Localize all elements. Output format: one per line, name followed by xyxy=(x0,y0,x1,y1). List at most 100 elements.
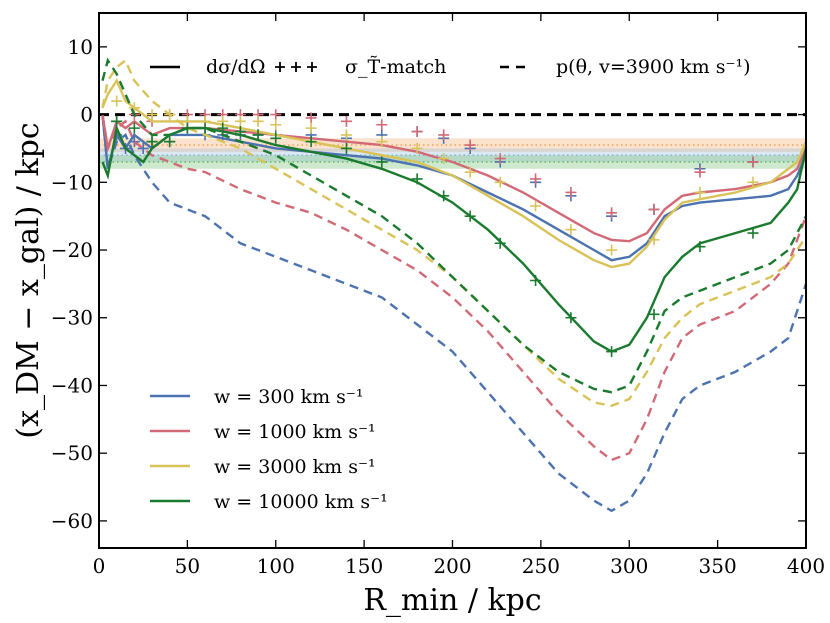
legend-plus-marker xyxy=(291,62,301,72)
plus-marker xyxy=(747,176,759,188)
plus-marker xyxy=(438,129,450,141)
plus-marker xyxy=(128,136,140,148)
plus-marker xyxy=(181,122,193,134)
plus-marker xyxy=(648,234,660,246)
plus-marker xyxy=(494,237,506,249)
plus-marker xyxy=(146,109,158,121)
plus-marker xyxy=(270,109,282,121)
plus-marker xyxy=(270,132,282,144)
plus-marker xyxy=(747,227,759,239)
y-tick-label: −10 xyxy=(51,170,93,194)
plus-marker xyxy=(411,142,423,154)
plus-marker xyxy=(606,244,618,256)
plus-marker xyxy=(464,166,476,178)
plus-marker xyxy=(146,136,158,148)
y-tick-label: 0 xyxy=(80,103,93,127)
plus-marker xyxy=(164,136,176,148)
axis-titles: R_min / kpc (x_DM − x_gal) / kpc xyxy=(11,122,542,618)
series-solid-line xyxy=(101,78,806,269)
plus-marker xyxy=(494,153,506,165)
style-legend-label: dσ/dΩ xyxy=(206,56,265,78)
plus-marker xyxy=(340,142,352,154)
x-tick-label: 0 xyxy=(93,554,106,578)
plus-marker xyxy=(111,115,123,127)
plus-marker xyxy=(606,346,618,358)
series-dashed-line xyxy=(101,114,806,513)
plus-marker xyxy=(340,115,352,127)
plus-marker xyxy=(464,139,476,151)
plus-marker xyxy=(376,156,388,168)
plus-marker xyxy=(234,115,246,127)
plus-marker xyxy=(648,203,660,215)
series-dashed-line xyxy=(101,57,806,394)
band-fill xyxy=(99,148,806,162)
plus-marker xyxy=(530,200,542,212)
y-tick-label: −50 xyxy=(51,441,93,465)
y-tick-label: −30 xyxy=(51,306,93,330)
y-axis-title: (x_DM − x_gal) / kpc xyxy=(11,122,46,438)
plus-marker xyxy=(530,173,542,185)
style-legend-label: p(θ, v=3900 km s⁻¹) xyxy=(556,56,751,78)
plus-marker xyxy=(438,153,450,165)
x-tick-label: 250 xyxy=(522,554,560,578)
x-tick-label: 150 xyxy=(345,554,383,578)
x-tick-label: 50 xyxy=(175,554,200,578)
legend-plus-marker xyxy=(307,62,317,72)
plus-marker xyxy=(411,126,423,138)
plus-marker xyxy=(747,156,759,168)
plus-marker xyxy=(438,190,450,202)
plus-marker xyxy=(217,122,229,134)
plus-marker xyxy=(648,308,660,320)
y-tick-label: −60 xyxy=(51,509,93,533)
plus-marker xyxy=(411,173,423,185)
plus-marker xyxy=(128,122,140,134)
y-tick-label: −40 xyxy=(51,373,93,397)
series-solid-line xyxy=(101,124,806,353)
series-dashed-line xyxy=(101,58,806,408)
plus-marker xyxy=(376,119,388,131)
style-legend-label: σ_T̃-match xyxy=(345,56,446,78)
plus-marker xyxy=(340,129,352,141)
series-3 xyxy=(101,57,806,394)
plus-marker xyxy=(111,95,123,107)
plus-marker xyxy=(565,312,577,324)
series-solid-line xyxy=(101,114,806,262)
x-tick-label: 300 xyxy=(610,554,648,578)
plus-marker xyxy=(464,210,476,222)
y-tick-label: 10 xyxy=(68,35,93,59)
color-legend-label: w = 3000 km s⁻¹ xyxy=(214,456,376,478)
color-legend-label: w = 1000 km s⁻¹ xyxy=(214,421,376,443)
plus-marker xyxy=(128,102,140,114)
plus-marker xyxy=(694,166,706,178)
color-legend: w = 300 km s⁻¹ w = 1000 km s⁻¹ w = 3000 km… xyxy=(150,386,388,513)
plus-marker xyxy=(164,109,176,121)
x-tick-label: 400 xyxy=(787,554,825,578)
series-group xyxy=(101,57,806,513)
plus-marker xyxy=(305,122,317,134)
plus-marker xyxy=(252,129,264,141)
plus-marker xyxy=(199,122,211,134)
plus-marker xyxy=(606,207,618,219)
plus-marker xyxy=(137,142,149,154)
x-tick-label: 200 xyxy=(433,554,471,578)
plus-marker xyxy=(694,241,706,253)
series-solid-line xyxy=(101,114,806,243)
plus-marker xyxy=(234,126,246,138)
x-axis-title: R_min / kpc xyxy=(363,583,541,618)
color-legend-label: w = 10000 km s⁻¹ xyxy=(214,491,388,513)
plus-marker xyxy=(494,176,506,188)
axis-ticks: 0 50 100 150 200 250 300 350 400100−10−20−30−40−… xyxy=(51,13,825,578)
plus-marker xyxy=(694,186,706,198)
y-tick-label: −20 xyxy=(51,238,93,262)
plus-marker xyxy=(270,119,282,131)
plot-frame xyxy=(98,12,807,549)
x-tick-label: 350 xyxy=(699,554,737,578)
plus-marker xyxy=(565,224,577,236)
plus-marker xyxy=(305,136,317,148)
plus-marker xyxy=(530,275,542,286)
plus-marker xyxy=(252,115,264,127)
plus-marker xyxy=(376,136,388,148)
style-legend: dσ/dΩ σ_T̃-match p(θ, v=3900 km s⁻¹) xyxy=(150,56,751,78)
legend-plus-marker xyxy=(275,62,285,72)
